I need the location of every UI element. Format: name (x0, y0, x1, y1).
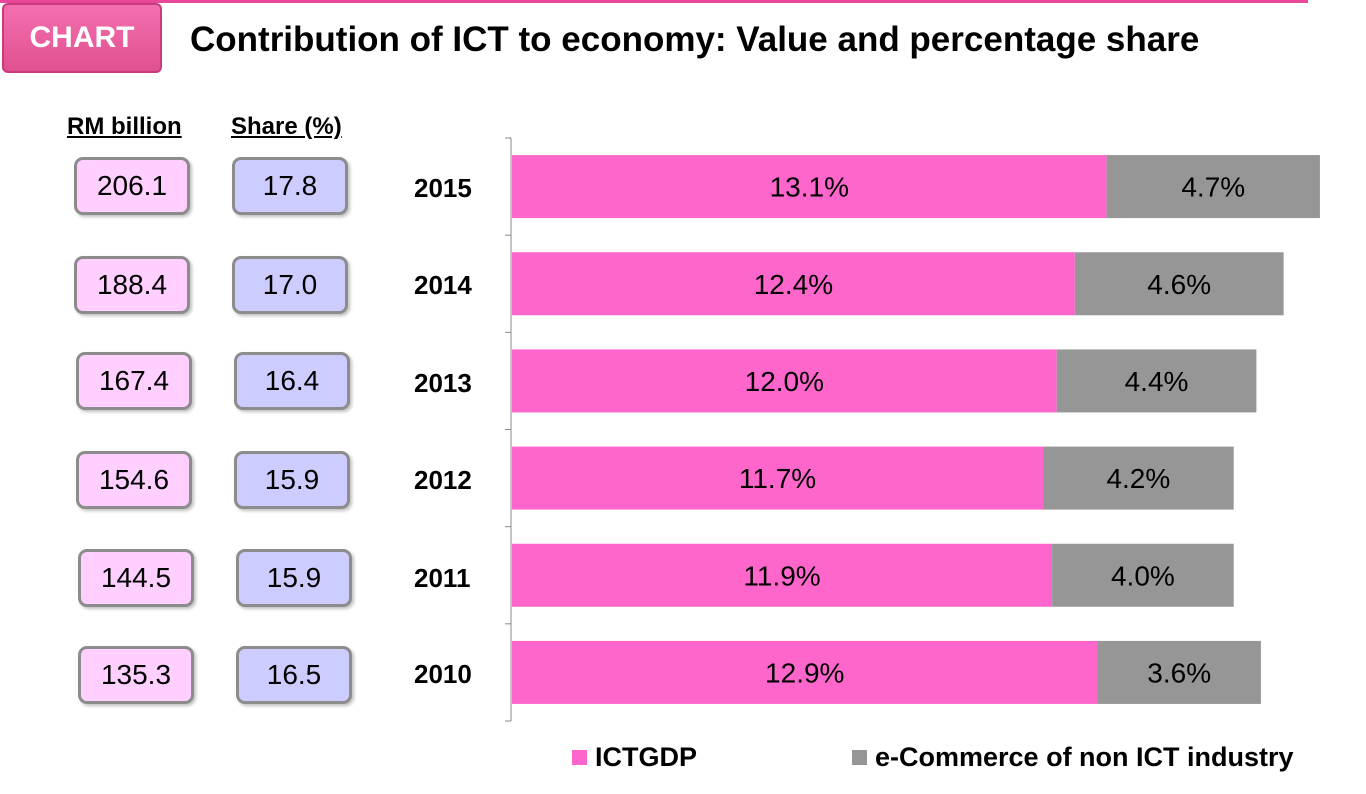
data-label-ecommerce-2014: 4.6% (1147, 269, 1211, 300)
bar-ecommerce-2014 (1074, 252, 1284, 316)
year-label-2011: 2011 (414, 563, 471, 593)
rm-value-2015: 206.1 (74, 157, 190, 215)
bar-ictgdp-2012 (512, 446, 1044, 510)
rm-value-2014: 188.4 (74, 256, 190, 314)
year-label-2012: 2012 (414, 465, 472, 495)
data-label-ecommerce-2015: 4.7% (1181, 172, 1245, 203)
bar-ictgdp-2011 (512, 543, 1053, 607)
bar-ictgdp-2010 (512, 640, 1098, 704)
rm-value-2012: 154.6 (76, 451, 192, 509)
data-label-ecommerce-2013: 4.4% (1125, 366, 1189, 397)
rm-value-2010: 135.3 (78, 646, 194, 704)
rm-billion-header: RM billion (67, 113, 182, 140)
data-label-ecommerce-2010: 3.6% (1147, 657, 1211, 688)
legend-swatch-ecommerce (852, 750, 867, 765)
rm-value-2011: 144.5 (78, 549, 194, 607)
bar-ecommerce-2011 (1052, 543, 1234, 607)
bar-ictgdp-2013 (512, 349, 1057, 413)
legend-ictgdp: ICTGDP (572, 742, 697, 773)
data-label-ictgdp-2013: 12.0% (745, 366, 824, 397)
rm-value-2013: 167.4 (76, 352, 192, 410)
year-label-2015: 2015 (414, 173, 472, 203)
year-label-2014: 2014 (414, 270, 472, 300)
bar-ictgdp-2015 (512, 155, 1107, 219)
top-rule (0, 0, 1308, 3)
legend-label-ictgdp: ICTGDP (595, 742, 698, 772)
share-value-2011: 15.9 (236, 549, 352, 607)
bar-ecommerce-2012 (1043, 446, 1234, 510)
data-label-ictgdp-2012: 11.7% (739, 463, 816, 494)
share-header: Share (%) (231, 113, 342, 140)
share-value-2014: 17.0 (232, 256, 348, 314)
bar-ecommerce-2015 (1106, 155, 1320, 219)
share-value-2015: 17.8 (232, 157, 348, 215)
data-label-ictgdp-2014: 12.4% (754, 269, 833, 300)
year-label-2013: 2013 (414, 368, 472, 398)
data-label-ictgdp-2015: 13.1% (770, 172, 849, 203)
chart-badge: CHART (2, 3, 162, 73)
legend-label-ecommerce: e-Commerce of non ICT industry (875, 742, 1294, 772)
bar-ecommerce-2013 (1056, 349, 1257, 413)
share-value-2010: 16.5 (236, 646, 352, 704)
page-title: Contribution of ICT to economy: Value an… (190, 20, 1200, 59)
legend-swatch-ictgdp (572, 750, 587, 765)
bar-ecommerce-2010 (1097, 640, 1261, 704)
year-label-2010: 2010 (414, 659, 472, 689)
share-value-2012: 15.9 (234, 451, 350, 509)
data-label-ecommerce-2011: 4.0% (1111, 560, 1175, 591)
data-label-ictgdp-2011: 11.9% (743, 560, 820, 591)
data-label-ictgdp-2010: 12.9% (765, 657, 844, 688)
legend-ecommerce: e-Commerce of non ICT industry (852, 742, 1294, 773)
data-label-ecommerce-2012: 4.2% (1106, 463, 1170, 494)
bar-ictgdp-2014 (512, 252, 1075, 316)
share-value-2013: 16.4 (234, 352, 350, 410)
